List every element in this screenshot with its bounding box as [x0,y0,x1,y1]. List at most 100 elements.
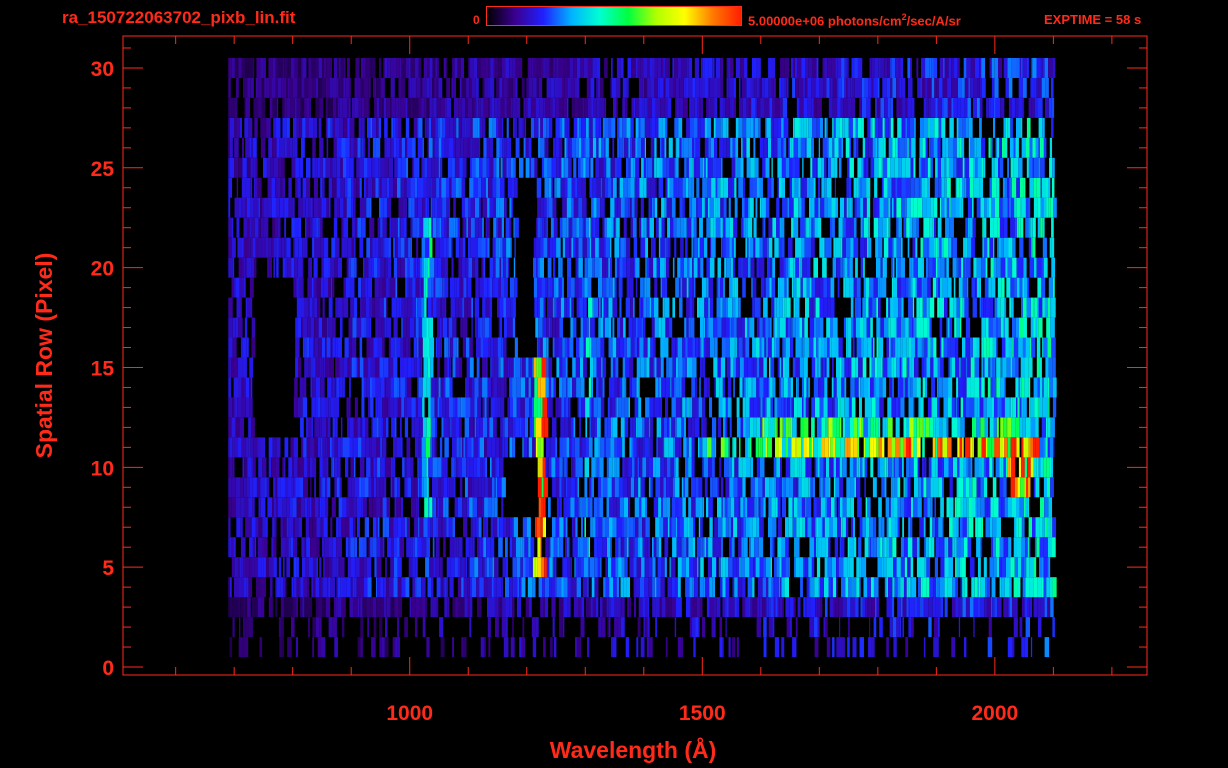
heatmap-cell [286,237,291,258]
heatmap-cell [407,477,412,498]
heatmap-cell [1021,257,1024,278]
heatmap-cell [703,317,706,338]
heatmap-cell [974,457,979,478]
heatmap-cell [700,537,703,558]
heatmap-cell [927,277,931,298]
heatmap-cell [683,517,688,538]
heatmap-cell [911,617,914,638]
heatmap-cell [845,517,849,538]
heatmap-cell [481,237,486,258]
heatmap-cell [752,297,755,318]
heatmap-cell [888,517,892,538]
heatmap-cell [566,377,568,398]
heatmap-cell [685,237,688,258]
heatmap-cell [273,537,277,558]
heatmap-cell [863,417,868,438]
heatmap-cell [804,317,808,338]
heatmap-cell [1041,277,1046,298]
heatmap-cell [910,577,912,598]
heatmap-cell [555,437,558,458]
heatmap-cell [900,537,904,558]
heatmap-cell [803,397,806,418]
heatmap-cell [560,297,565,318]
heatmap-cell [287,257,292,278]
heatmap-cell [717,177,721,198]
heatmap-cell [417,257,420,278]
heatmap-cell [891,517,896,538]
heatmap-cell [487,277,490,298]
heatmap-cell [884,457,887,478]
heatmap-cell [725,317,730,338]
heatmap-cell [371,477,374,498]
heatmap-cell [1051,297,1056,318]
heatmap-cell [1016,517,1019,538]
heatmap-cell [676,537,681,558]
heatmap-cell [241,377,245,398]
heatmap-cell [944,197,947,218]
heatmap-cell [300,397,303,418]
heatmap-cell [388,237,391,258]
heatmap-cell [254,217,259,238]
heatmap-cell [507,257,510,278]
heatmap-cell [981,317,986,338]
heatmap-cell [988,277,992,298]
heatmap-cell [838,337,843,358]
heatmap-cell [702,497,705,518]
heatmap-cell [947,437,952,458]
heatmap-cell [1028,437,1031,458]
heatmap-cell [575,477,578,498]
heatmap-cell [797,497,802,518]
heatmap-cell [735,337,737,358]
heatmap-cell [522,437,524,458]
heatmap-cell [446,557,451,578]
heatmap-cell [697,257,701,278]
heatmap-cell [445,297,447,318]
heatmap-cell [566,197,572,218]
heatmap-cell [800,417,804,438]
heatmap-cell [1047,437,1050,458]
heatmap-cell [474,297,480,318]
heatmap-cell [866,197,871,218]
heatmap-cell [439,277,443,298]
heatmap-cell [399,537,405,558]
heatmap-cell [647,617,650,638]
heatmap-cell [495,477,498,498]
heatmap-cell [745,517,750,538]
heatmap-cell [654,317,659,338]
heatmap-cell [900,437,904,458]
heatmap-cell [643,297,647,318]
heatmap-cell [444,357,448,378]
heatmap-cell [821,437,825,458]
heatmap-cell [860,457,863,478]
heatmap-cell [482,397,485,418]
heatmap-cell [932,437,936,458]
heatmap-cell [851,397,856,418]
heatmap-cell [382,517,386,538]
heatmap-cell [843,317,846,338]
heatmap-cell [312,517,317,538]
heatmap-cell [547,257,552,278]
heatmap-cell [476,357,480,378]
heatmap-cell [536,337,539,358]
heatmap-cell [241,177,246,198]
heatmap-cell [980,197,985,218]
heatmap-cell [552,317,556,338]
heatmap-cell [963,397,966,418]
heatmap-cell [328,577,331,598]
heatmap-cell [579,437,582,458]
heatmap-cell [601,357,603,378]
heatmap-cell [228,377,231,398]
heatmap-cell [432,497,434,518]
heatmap-cell [763,297,768,318]
heatmap-cell [626,257,631,278]
heatmap-cell [975,277,977,298]
heatmap-cell [712,577,716,598]
heatmap-cell [400,237,405,258]
heatmap-cell [1019,617,1023,638]
heatmap-cell [588,437,593,458]
heatmap-cell [814,577,819,598]
heatmap-cell [636,357,641,378]
heatmap-cell [823,617,826,638]
heatmap-cell [594,417,598,438]
heatmap-cell [655,217,659,238]
